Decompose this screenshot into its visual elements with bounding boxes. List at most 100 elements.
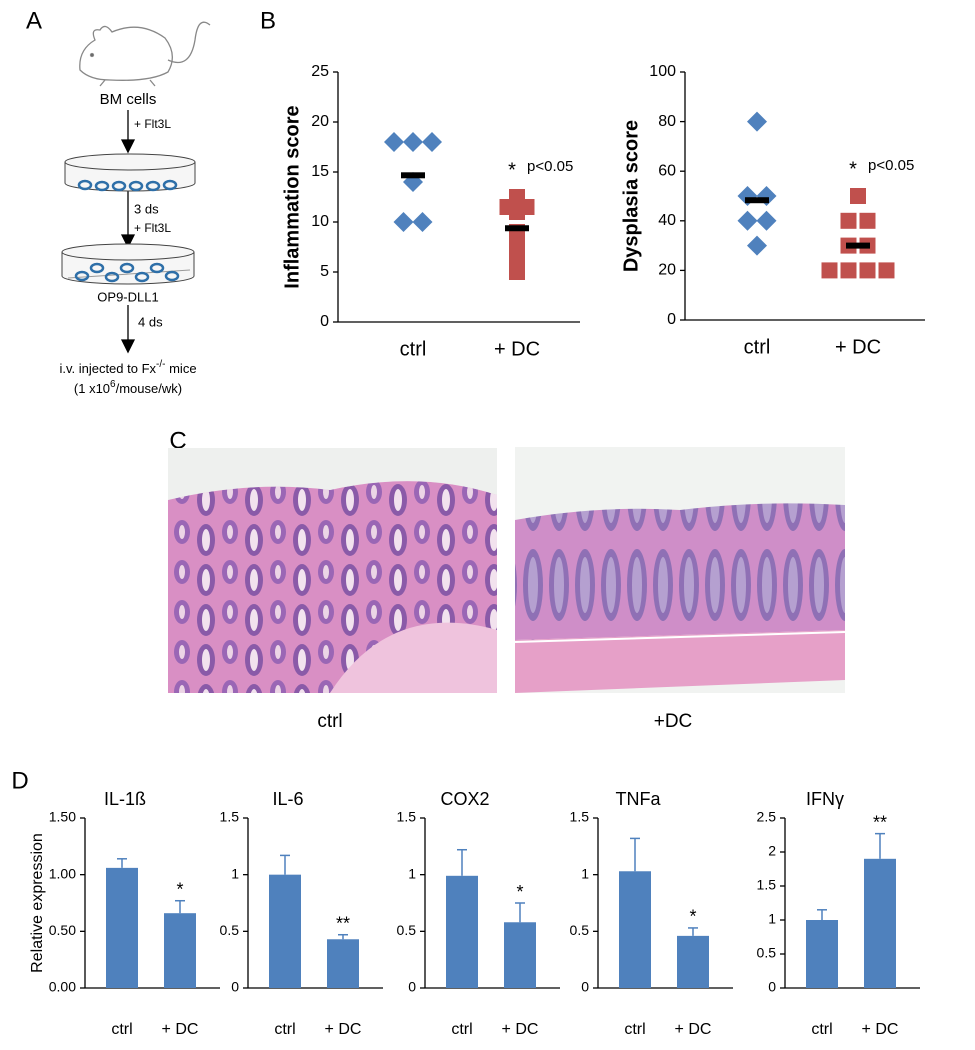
bar bbox=[164, 913, 196, 988]
diagram-text: OP9-DLL1 bbox=[97, 289, 158, 304]
diagram-text: 3 ds bbox=[134, 201, 159, 216]
y-tick-label: 0.5 bbox=[397, 922, 417, 938]
panel-label: C bbox=[169, 427, 186, 454]
data-point bbox=[422, 132, 442, 152]
y-tick-label: 20 bbox=[658, 262, 676, 279]
data-point bbox=[509, 234, 525, 250]
y-tick-label: 0.50 bbox=[49, 922, 76, 938]
y-tick-label: 1 bbox=[581, 865, 589, 881]
significance: * bbox=[849, 158, 857, 180]
bar bbox=[619, 871, 651, 988]
image-caption: +DC bbox=[654, 711, 693, 732]
data-point bbox=[509, 249, 525, 265]
significance: * bbox=[516, 882, 523, 902]
data-point bbox=[747, 235, 767, 256]
data-point bbox=[756, 210, 777, 231]
y-tick-label: 0 bbox=[667, 311, 676, 328]
y-tick-label: 1 bbox=[231, 865, 239, 881]
y-tick-label: 1.5 bbox=[570, 809, 590, 825]
mean-line bbox=[505, 225, 529, 232]
y-tick-label: 60 bbox=[658, 162, 676, 179]
x-tick-label: + DC bbox=[494, 338, 540, 360]
x-tick-label: ctrl bbox=[451, 1021, 472, 1038]
bar bbox=[327, 939, 359, 988]
x-tick-label: + DC bbox=[162, 1021, 199, 1038]
y-tick-label: 1.5 bbox=[397, 809, 417, 825]
mean-line bbox=[745, 197, 769, 204]
x-tick-label: ctrl bbox=[274, 1021, 295, 1038]
text-part: /mouse/wk) bbox=[116, 381, 182, 396]
x-tick-label: ctrl bbox=[400, 338, 427, 360]
text-part: i.v. injected to Fx bbox=[59, 361, 156, 376]
superscript: -/- bbox=[156, 359, 165, 370]
panel-label: D bbox=[11, 767, 28, 794]
y-tick-label: 0 bbox=[408, 979, 416, 995]
y-tick-label: 1.5 bbox=[220, 809, 240, 825]
data-point bbox=[840, 262, 857, 279]
y-tick-label: 1.5 bbox=[757, 877, 777, 893]
y-tick-label: 100 bbox=[649, 63, 676, 80]
data-point bbox=[878, 262, 895, 279]
histology-image bbox=[168, 448, 497, 693]
y-tick-label: 20 bbox=[311, 113, 329, 130]
data-point bbox=[821, 262, 838, 279]
y-tick-label: 0 bbox=[581, 979, 589, 995]
data-point bbox=[412, 212, 433, 232]
p-value: p<0.05 bbox=[527, 158, 573, 175]
y-tick-label: 0.5 bbox=[570, 922, 590, 938]
bar bbox=[677, 935, 709, 988]
culture-dish bbox=[64, 153, 196, 192]
text-part: (1 x10 bbox=[74, 381, 110, 396]
data-point bbox=[393, 212, 414, 232]
mean-line bbox=[401, 172, 425, 179]
data-point bbox=[403, 132, 423, 152]
data-point bbox=[737, 210, 758, 231]
bar bbox=[504, 922, 536, 988]
data-point bbox=[840, 212, 857, 229]
data-point bbox=[850, 188, 866, 204]
x-tick-label: + DC bbox=[325, 1021, 362, 1038]
mouse-drawing bbox=[79, 21, 211, 87]
bar bbox=[269, 874, 301, 988]
y-tick-label: 0.5 bbox=[757, 945, 777, 961]
y-tick-label: 15 bbox=[311, 163, 329, 180]
y-tick-label: 0.5 bbox=[220, 922, 240, 938]
significance: ** bbox=[336, 913, 350, 933]
y-axis-label: Dysplasia score bbox=[620, 120, 642, 272]
y-tick-label: 5 bbox=[320, 263, 329, 280]
histology-image bbox=[514, 447, 846, 693]
diagram-text: + Flt3L bbox=[134, 221, 171, 235]
chart-title: IFNγ bbox=[806, 789, 844, 809]
y-tick-label: 80 bbox=[658, 113, 676, 130]
x-tick-label: + DC bbox=[675, 1021, 712, 1038]
superscript: 6 bbox=[110, 379, 116, 390]
culture-dish bbox=[61, 243, 195, 285]
data-point bbox=[859, 212, 876, 229]
y-tick-label: 0 bbox=[768, 979, 776, 995]
y-tick-label: 0 bbox=[231, 979, 239, 995]
data-point bbox=[747, 111, 767, 132]
x-tick-label: ctrl bbox=[111, 1021, 132, 1038]
y-tick-label: 2.5 bbox=[757, 809, 777, 825]
x-tick-label: ctrl bbox=[624, 1021, 645, 1038]
diagram-text: BM cells bbox=[100, 91, 157, 108]
y-tick-label: 0.00 bbox=[49, 979, 76, 995]
y-tick-label: 1 bbox=[408, 865, 416, 881]
y-tick-label: 0 bbox=[320, 313, 329, 330]
data-point bbox=[509, 204, 525, 220]
chart-title: COX2 bbox=[440, 789, 489, 809]
chart-title: TNFa bbox=[616, 789, 662, 809]
x-tick-label: + DC bbox=[862, 1021, 899, 1038]
bar bbox=[446, 875, 478, 988]
y-axis-label: Inflammation score bbox=[281, 105, 303, 288]
y-tick-label: 40 bbox=[658, 212, 676, 229]
panel-label: A bbox=[26, 7, 42, 34]
diagram-text: (1 x106/mouse/wk) bbox=[74, 379, 182, 397]
arrow bbox=[120, 110, 136, 354]
chart-title: IL-6 bbox=[272, 789, 303, 809]
y-tick-label: 1.50 bbox=[49, 809, 76, 825]
data-point bbox=[509, 264, 525, 280]
diagram-text: i.v. injected to Fx-/- mice bbox=[59, 359, 196, 377]
p-value: p<0.05 bbox=[868, 157, 914, 174]
x-tick-label: + DC bbox=[835, 336, 881, 358]
